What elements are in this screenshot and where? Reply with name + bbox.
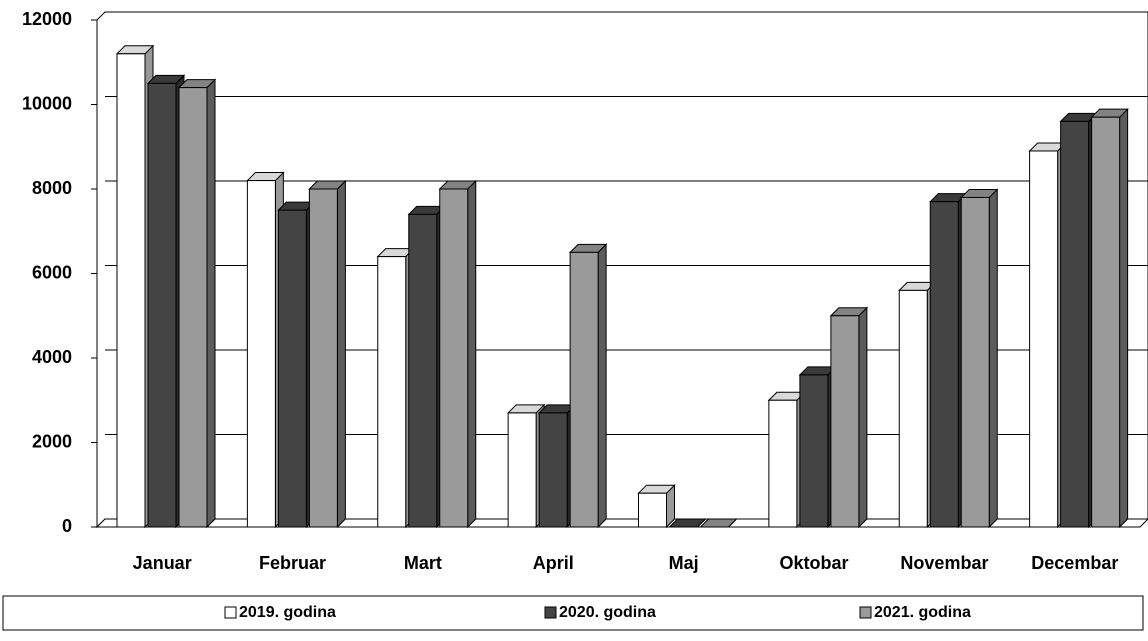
bar <box>638 492 667 528</box>
bar <box>1091 116 1121 528</box>
bar <box>116 53 146 528</box>
x-tick-label: Novembar <box>900 553 988 573</box>
y-tick-label: 12000 <box>22 9 72 29</box>
x-tick-label: April <box>533 553 574 573</box>
bar <box>960 196 990 528</box>
bar <box>308 188 338 528</box>
bar <box>929 201 959 528</box>
legend-box <box>2 595 1144 631</box>
bar <box>569 251 599 528</box>
x-tick-label: Oktobar <box>780 553 849 573</box>
legend-label: 2020. godina <box>559 604 656 621</box>
x-tick-label: Februar <box>259 553 326 573</box>
bar <box>1060 120 1090 528</box>
bar <box>1029 150 1059 528</box>
bar <box>898 289 928 528</box>
x-tick-label: Maj <box>669 553 699 573</box>
bar-side <box>336 179 346 529</box>
x-tick-label: Januar <box>133 553 192 573</box>
y-tick-label: 2000 <box>32 431 72 451</box>
bar-side <box>467 179 477 529</box>
bar-top <box>699 518 738 528</box>
legend-label: 2019. godina <box>239 604 336 621</box>
y-tick-label: 8000 <box>32 178 72 198</box>
bar <box>799 374 829 528</box>
bar <box>768 399 798 528</box>
x-tick-label: Mart <box>404 553 442 573</box>
legend-swatch <box>544 606 557 619</box>
legend-label: 2021. godina <box>874 604 971 621</box>
bar <box>178 87 208 528</box>
y-tick-label: 4000 <box>32 347 72 367</box>
legend-swatch <box>859 606 872 619</box>
bar <box>408 213 438 528</box>
bar-side <box>597 243 607 529</box>
bar <box>830 315 860 528</box>
bar <box>377 256 407 528</box>
y-tick-label: 6000 <box>32 262 72 282</box>
bar <box>538 412 568 528</box>
bar-top <box>668 518 707 528</box>
bar <box>277 209 307 528</box>
bar-side <box>858 306 868 529</box>
y-tick-label: 10000 <box>22 93 72 113</box>
bar-side <box>988 188 998 529</box>
bar <box>246 180 276 528</box>
legend-swatch <box>224 606 237 619</box>
bar <box>439 188 469 528</box>
y-tick-label: 0 <box>62 516 72 536</box>
bar-side <box>1119 107 1129 529</box>
bar-side <box>206 78 216 529</box>
bar <box>507 412 537 528</box>
bar <box>147 82 177 528</box>
x-tick-label: Decembar <box>1031 553 1118 573</box>
